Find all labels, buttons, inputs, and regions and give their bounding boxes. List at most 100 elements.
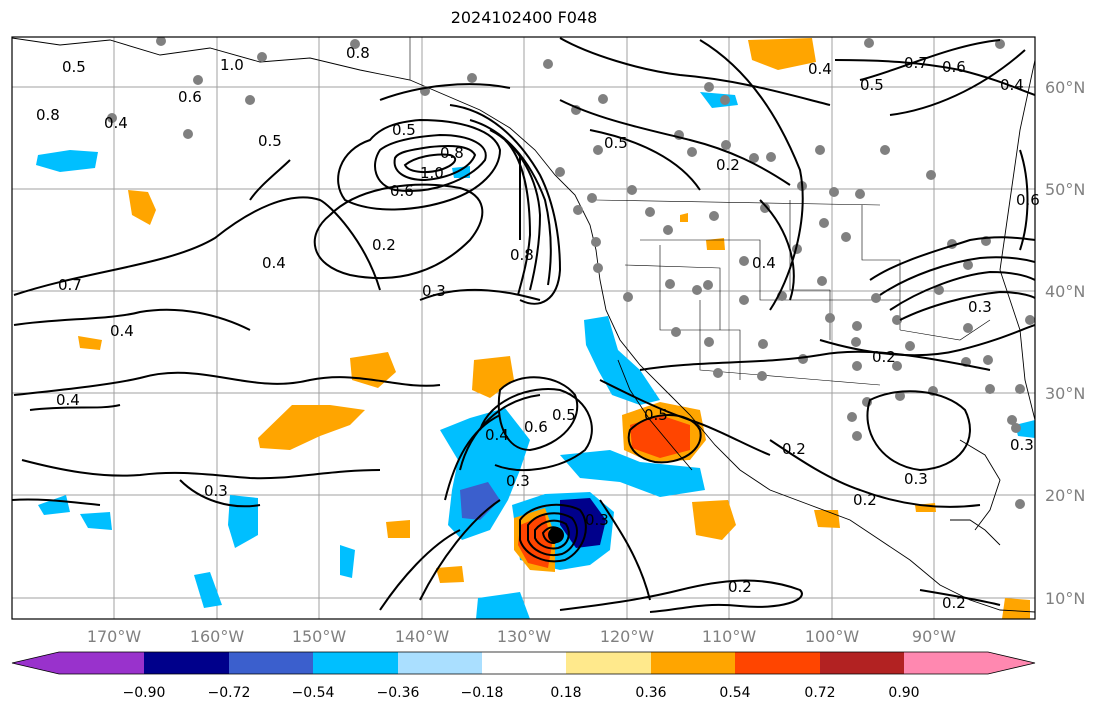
contour-label: 0.5 bbox=[392, 121, 416, 139]
contour-label: 0.4 bbox=[262, 254, 286, 272]
shaded-anomalies bbox=[36, 38, 1035, 619]
shade-negative bbox=[452, 166, 470, 178]
contour-label: 0.4 bbox=[752, 254, 776, 272]
colorbar bbox=[11, 651, 1036, 675]
station-dots bbox=[107, 37, 1035, 509]
shade-negative bbox=[560, 450, 705, 497]
shade-negative bbox=[1015, 420, 1035, 438]
shade-positive bbox=[386, 520, 410, 538]
shade-positive bbox=[78, 336, 102, 350]
contour-label: 0.4 bbox=[1000, 76, 1024, 94]
lat-label: 30°N bbox=[1045, 384, 1085, 403]
map-frame bbox=[11, 36, 1036, 620]
shade-negative bbox=[228, 495, 258, 548]
colorbar-tick-label: −0.72 bbox=[208, 685, 251, 701]
contour-label: 0.6 bbox=[942, 58, 966, 76]
shade-strong-positive bbox=[518, 515, 552, 568]
colorbar-tick-label: −0.36 bbox=[377, 685, 420, 701]
shade-negative-dark bbox=[460, 482, 500, 520]
contour-label: 0.2 bbox=[372, 236, 396, 254]
shade-negative bbox=[36, 150, 98, 172]
contour-label: 0.2 bbox=[782, 440, 806, 458]
lon-label: 170°W bbox=[87, 627, 142, 646]
colorbar-segment bbox=[59, 652, 144, 674]
shade-negative bbox=[194, 572, 222, 608]
colorbar-tick-label: −0.90 bbox=[123, 685, 166, 701]
contour-label: 0.3 bbox=[968, 298, 992, 316]
contour-label: 0.8 bbox=[440, 144, 464, 162]
shade-negative bbox=[476, 592, 530, 619]
colorbar-outline bbox=[11, 651, 1036, 675]
longitude-labels: 170°W 160°W 150°W 140°W 130°W 120°W 110°… bbox=[87, 627, 956, 646]
shade-positive bbox=[680, 213, 688, 222]
lat-label: 50°N bbox=[1045, 180, 1085, 199]
shade-positive bbox=[258, 405, 365, 450]
colorbar-extend-low bbox=[12, 652, 59, 674]
contour-label: 0.2 bbox=[853, 491, 877, 509]
contour-label: 0.5 bbox=[552, 406, 576, 424]
contour-label: 0.5 bbox=[860, 76, 884, 94]
contour-label: 0.3 bbox=[204, 482, 228, 500]
lat-label: 20°N bbox=[1045, 486, 1085, 505]
colorbar-segment bbox=[566, 652, 651, 674]
colorbar-tick-label: −0.54 bbox=[292, 685, 335, 701]
shade-positive bbox=[706, 238, 725, 250]
colorbar-segment bbox=[735, 652, 820, 674]
contour-label: 0.5 bbox=[62, 58, 86, 76]
lon-label: 90°W bbox=[912, 627, 956, 646]
shade-positive bbox=[692, 500, 736, 540]
shade-strong-positive bbox=[630, 415, 690, 458]
shade-negative bbox=[700, 92, 738, 108]
contour-label: 0.4 bbox=[110, 322, 134, 340]
contour-label: 0.3 bbox=[904, 470, 928, 488]
contour-label: 0.6 bbox=[1016, 191, 1040, 209]
contour-label: 0.4 bbox=[104, 114, 128, 132]
colorbar-segment bbox=[229, 652, 313, 674]
map-title: 2024102400 F048 bbox=[450, 8, 598, 27]
contour-label: 0.4 bbox=[485, 426, 509, 444]
contour-label-group: 0.8 0.5 0.4 0.6 1.0 0.5 0.8 0.5 0.2 0.4 … bbox=[36, 44, 1040, 612]
colorbar-extend-high bbox=[988, 652, 1035, 674]
contour-label: 0.6 bbox=[178, 88, 202, 106]
contour-label: 0.7 bbox=[58, 276, 82, 294]
colorbar-segment bbox=[144, 652, 229, 674]
contour-label: 0.8 bbox=[36, 106, 60, 124]
shade-negative bbox=[340, 545, 355, 578]
contour-label: 0.6 bbox=[390, 182, 414, 200]
colorbar-tick-label: 0.36 bbox=[635, 685, 666, 701]
shade-positive bbox=[436, 566, 464, 583]
shade-positive bbox=[128, 190, 156, 225]
contour-label: 0.8 bbox=[346, 44, 370, 62]
contour-label: 0.4 bbox=[56, 391, 80, 409]
lat-label: 60°N bbox=[1045, 78, 1085, 97]
contour-label: 0.3 bbox=[585, 511, 609, 529]
contour-label: 0.5 bbox=[258, 132, 282, 150]
colorbar-tick-label: 0.72 bbox=[804, 685, 835, 701]
colorbar-segment bbox=[313, 652, 398, 674]
lon-label: 100°W bbox=[805, 627, 860, 646]
contour-label: 1.0 bbox=[220, 56, 244, 74]
lat-label: 40°N bbox=[1045, 282, 1085, 301]
shade-negative bbox=[38, 495, 70, 515]
colorbar-tick-label: −0.18 bbox=[461, 685, 504, 701]
shade-positive bbox=[748, 38, 816, 70]
colorbar-tick-label: 0.90 bbox=[888, 685, 919, 701]
contour-label: 0.3 bbox=[1010, 436, 1034, 454]
latitude-labels: 60°N 50°N 40°N 30°N 20°N 10°N bbox=[1045, 78, 1085, 608]
contour-label: 0.2 bbox=[942, 594, 966, 612]
shade-negative bbox=[80, 512, 112, 530]
contour-label: 0.3 bbox=[422, 282, 446, 300]
colorbar-segment bbox=[651, 652, 735, 674]
contour-label: 0.8 bbox=[510, 246, 534, 264]
shade-positive bbox=[1002, 598, 1030, 619]
low-center-marker bbox=[548, 527, 564, 543]
contour-label: 0.2 bbox=[872, 348, 896, 366]
contour-label: 0.3 bbox=[506, 472, 530, 490]
colorbar-tick-label: 0.54 bbox=[719, 685, 750, 701]
lon-label: 120°W bbox=[600, 627, 655, 646]
shade-negative bbox=[584, 316, 660, 405]
lon-label: 110°W bbox=[702, 627, 757, 646]
colorbar-segment bbox=[904, 652, 988, 674]
contour-label: 1.0 bbox=[420, 164, 444, 182]
